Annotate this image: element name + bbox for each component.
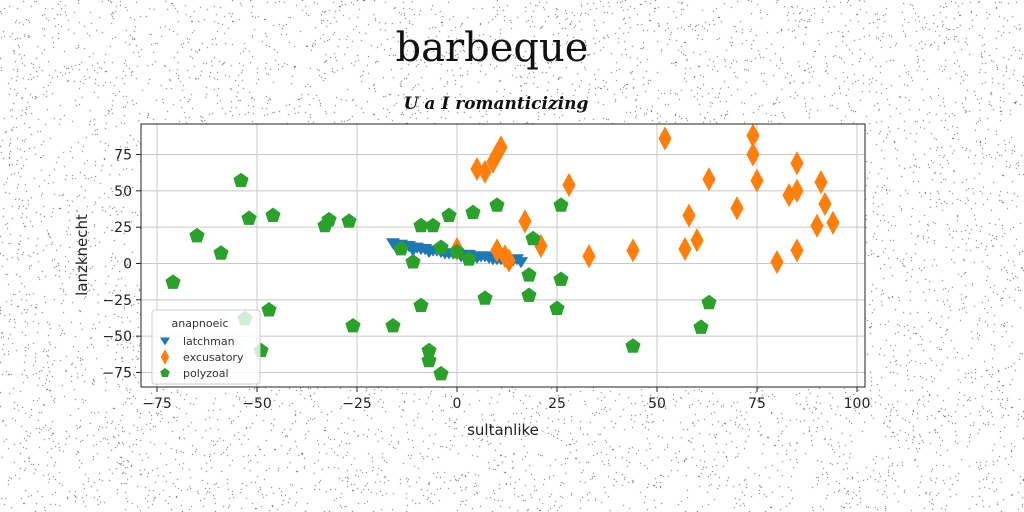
legend-label-polyzoal: polyzoal [183,367,229,380]
x-tick-label: −50 [242,396,272,412]
series-polyzoal [165,172,717,381]
polyzoal-point [465,204,481,220]
x-axis-ticks: −75 −50 −25 0 25 50 75 100 [142,387,870,412]
legend-marker-polyzoal [160,368,170,377]
polyzoal-point [693,319,709,334]
x-tick-label: −75 [142,396,172,412]
y-tick-label: −75 [102,365,132,381]
legend-label-excusatory: excusatory [183,351,244,364]
x-tick-label: −25 [342,396,372,412]
polyzoal-point [341,213,357,228]
polyzoal-point [261,302,277,317]
polyzoal-point [461,251,477,266]
polyzoal-point [433,239,449,254]
legend: anapnoeic latchman excusatory polyzoal [151,309,261,385]
polyzoal-point [625,338,641,353]
polyzoal-point [549,300,565,315]
legend-label-latchman: latchman [183,335,235,348]
legend-marker-latchman [160,337,170,346]
excusatory-point [518,209,532,234]
polyzoal-point [189,227,205,243]
excusatory-point [746,123,760,148]
legend-marker-excusatory [160,349,170,365]
excusatory-point [502,248,516,273]
polyzoal-point [489,197,505,212]
polyzoal-point [521,267,537,282]
polyzoal-point [265,207,281,222]
polyzoal-point [213,245,229,260]
chart-suptitle: barbeque [396,25,589,71]
y-tick-label: −50 [102,329,132,345]
latchman-point [406,245,420,257]
excusatory-point [826,210,840,235]
excusatory-point [810,213,824,238]
legend-title: anapnoeic [171,317,228,330]
polyzoal-point [701,294,717,310]
excusatory-point [690,228,704,253]
x-axis-label: sultanlike [467,421,539,439]
chart-title: U a I romanticizing [404,94,589,114]
excusatory-point [678,236,692,262]
excusatory-point [790,178,804,203]
y-tick-label: 25 [114,220,132,236]
polyzoal-point [393,241,409,256]
polyzoal-point [405,254,421,269]
excusatory-point [702,167,716,192]
polyzoal-point [413,297,429,313]
data-points [165,123,840,381]
polyzoal-point [525,230,541,246]
x-tick-label: 75 [748,396,766,412]
y-tick-label: −25 [102,293,132,309]
excusatory-point [818,191,832,217]
y-tick-label: 75 [114,148,132,164]
excusatory-point [770,249,784,275]
excusatory-point [750,168,764,193]
y-axis-ticks: −75 −50 −25 0 25 50 75 [102,148,141,381]
x-tick-label: 25 [548,396,566,412]
excusatory-point [582,244,596,269]
x-tick-label: 50 [648,396,666,412]
x-tick-label: 100 [844,396,871,412]
excusatory-point [746,142,760,167]
excusatory-point [682,203,696,228]
polyzoal-point [421,342,437,358]
plot-frame [140,123,866,388]
polyzoal-point [477,290,493,305]
polyzoal-point [233,172,249,188]
excusatory-point [790,238,804,263]
latchman-point [478,251,492,263]
polyzoal-point [165,274,181,289]
polyzoal-point [553,271,569,286]
polyzoal-point [425,217,441,233]
excusatory-point [494,135,508,160]
excusatory-point [814,170,828,195]
latchman-point [422,246,436,259]
x-tick-label: 0 [453,396,462,412]
legend-box [151,309,261,385]
y-axis-label: lanzknecht [73,214,91,296]
excusatory-point [790,151,804,176]
polyzoal-point [413,217,429,233]
polyzoal-point [521,287,537,302]
polyzoal-point [385,318,401,333]
polyzoal-point [553,197,569,212]
polyzoal-point [241,210,257,225]
polyzoal-point [441,207,457,222]
polyzoal-point [321,211,337,227]
latchman-point [414,244,428,256]
polyzoal-point [433,365,449,381]
excusatory-point [562,172,576,198]
excusatory-point [626,238,640,263]
polyzoal-point [449,243,465,259]
excusatory-point [478,159,492,185]
y-tick-label: 0 [123,256,132,272]
y-tick-label: 50 [114,184,132,200]
excusatory-point [658,126,672,151]
series-excusatory [450,123,840,275]
excusatory-point [730,196,744,221]
polyzoal-point [345,318,361,333]
